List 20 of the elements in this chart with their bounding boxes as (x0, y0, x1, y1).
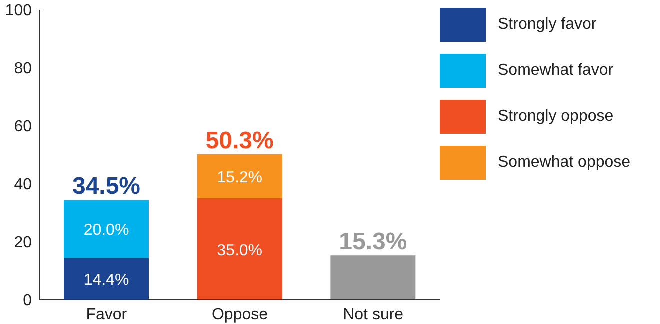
x-tick-label: Oppose (212, 306, 268, 324)
total-label: 34.5% (72, 173, 141, 200)
data-label: 14.4% (84, 272, 130, 290)
y-tick-label: 20 (14, 234, 32, 252)
data-label: 20.0% (84, 222, 130, 240)
x-tick-label: Favor (86, 306, 128, 324)
legend-label: Strongly favor (498, 16, 597, 34)
legend-label: Somewhat favor (498, 62, 614, 80)
y-tick-label: 40 (14, 176, 32, 194)
y-tick-label: 0 (23, 292, 32, 310)
legend-label: Somewhat oppose (498, 154, 631, 172)
total-label: 15.3% (339, 228, 408, 256)
y-tick-label: 80 (14, 60, 32, 78)
data-label: 15.2% (217, 169, 263, 186)
legend-label: Strongly oppose (498, 108, 614, 126)
total-label: 50.3% (206, 127, 274, 154)
y-tick-label: 100 (5, 2, 32, 20)
data-label: 35.0% (217, 242, 263, 260)
x-tick-label: Not sure (343, 306, 404, 324)
y-tick-label: 60 (14, 118, 32, 136)
